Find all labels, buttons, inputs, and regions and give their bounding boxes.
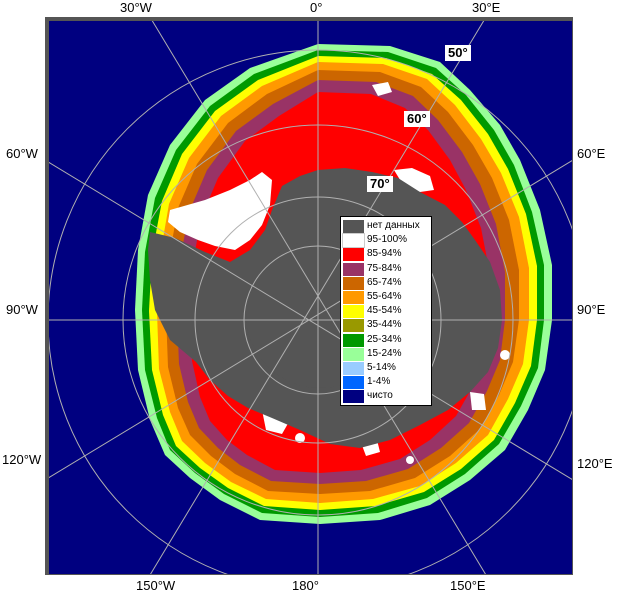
legend-swatch: [342, 233, 365, 249]
sea-ice-concentration-map: [45, 17, 573, 575]
legend-swatch: [343, 262, 364, 276]
legend-label: 85-94%: [367, 248, 402, 260]
lon-label-30w: 30°W: [120, 0, 152, 15]
lon-label-120w: 120°W: [2, 452, 42, 467]
lat-label-70: 70°: [367, 176, 393, 192]
legend-label: 1-4%: [367, 376, 391, 388]
lon-label-90w: 90°W: [6, 302, 38, 317]
lon-label-60w: 60°W: [6, 146, 38, 161]
legend-item: 5-14%: [343, 361, 429, 375]
legend-item: 15-24%: [343, 347, 429, 361]
legend-swatch: [343, 376, 364, 390]
lon-label-150w: 150°W: [136, 578, 176, 593]
legend-label: 25-34%: [367, 333, 402, 345]
lat-label-60: 60°: [404, 111, 430, 127]
legend-label: 95-100%: [367, 234, 408, 246]
legend-label: 55-64%: [367, 291, 402, 302]
concentration-legend: нет данных 95-100% 85-94% 75-84% 65-74% 55-64…: [340, 216, 432, 406]
frame-top: [45, 17, 573, 21]
lon-label-180: 180°: [292, 578, 319, 593]
legend-item: чисто: [343, 389, 429, 404]
legend-swatch: [343, 305, 364, 319]
legend-swatch: [343, 220, 364, 233]
legend-item: 75-84%: [343, 262, 429, 276]
legend-label: 5-14%: [367, 362, 396, 373]
legend-swatch: [343, 291, 364, 304]
legend-swatch: [343, 347, 364, 361]
lon-label-0: 0°: [310, 0, 323, 15]
legend-swatch: [343, 319, 364, 333]
legend-item: нет данных: [343, 219, 429, 233]
lat-label-50: 50°: [445, 45, 471, 61]
legend-item: 85-94%: [343, 247, 429, 262]
legend-label: 65-74%: [367, 276, 402, 288]
legend-swatch: [343, 362, 364, 375]
legend-label: 15-24%: [367, 347, 402, 359]
legend-item: 95-100%: [342, 233, 429, 249]
legend-swatch: [343, 248, 364, 262]
legend-label: чисто: [367, 390, 393, 402]
legend-label: нет данных: [367, 220, 420, 231]
lon-label-120e: 120°E: [577, 456, 613, 471]
legend-item: 65-74%: [343, 276, 429, 290]
legend-swatch: [343, 390, 364, 404]
legend-swatch: [343, 333, 364, 347]
lon-label-30e: 30°E: [472, 0, 501, 15]
lon-label-60e: 60°E: [577, 146, 606, 161]
legend-label: 75-84%: [367, 262, 402, 274]
lon-label-90e: 90°E: [577, 302, 606, 317]
legend-item: 1-4%: [343, 375, 429, 390]
lon-label-150e: 150°E: [450, 578, 486, 593]
legend-item: 45-54%: [343, 304, 429, 319]
legend-swatch: [343, 276, 364, 290]
frame-left: [45, 17, 49, 575]
legend-item: 55-64%: [343, 290, 429, 304]
legend-label: 35-44%: [367, 319, 402, 331]
legend-item: 25-34%: [343, 333, 429, 347]
legend-label: 45-54%: [367, 305, 402, 317]
legend-item: 35-44%: [343, 318, 429, 333]
